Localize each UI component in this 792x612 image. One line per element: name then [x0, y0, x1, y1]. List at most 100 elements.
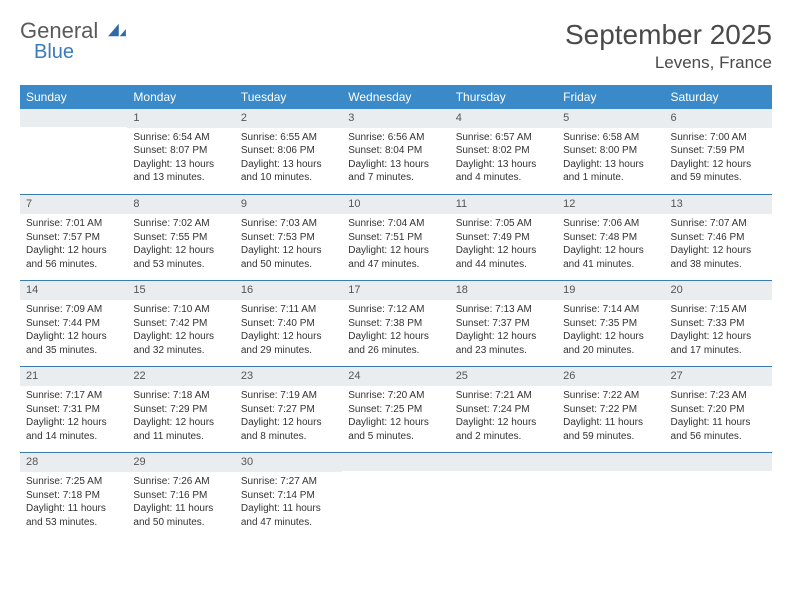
daylight-text: Daylight: 12 hours and 29 minutes. — [241, 330, 336, 357]
day-number: 12 — [557, 195, 664, 214]
day-number — [20, 109, 127, 127]
daylight-text: Daylight: 12 hours and 32 minutes. — [133, 330, 228, 357]
calendar-week-row: 7Sunrise: 7:01 AMSunset: 7:57 PMDaylight… — [20, 195, 772, 281]
day-details: Sunrise: 6:58 AMSunset: 8:00 PMDaylight:… — [557, 128, 664, 189]
sunset-text: Sunset: 7:49 PM — [456, 231, 551, 245]
calendar-cell: 2Sunrise: 6:55 AMSunset: 8:06 PMDaylight… — [235, 109, 342, 195]
day-number: 30 — [235, 453, 342, 472]
calendar-cell: 8Sunrise: 7:02 AMSunset: 7:55 PMDaylight… — [127, 195, 234, 281]
day-number — [665, 453, 772, 471]
sunset-text: Sunset: 7:20 PM — [671, 403, 766, 417]
day-details: Sunrise: 7:20 AMSunset: 7:25 PMDaylight:… — [342, 386, 449, 447]
day-details: Sunrise: 7:25 AMSunset: 7:18 PMDaylight:… — [20, 472, 127, 533]
day-details: Sunrise: 7:10 AMSunset: 7:42 PMDaylight:… — [127, 300, 234, 361]
daylight-text: Daylight: 12 hours and 59 minutes. — [671, 158, 766, 185]
daylight-text: Daylight: 12 hours and 2 minutes. — [456, 416, 551, 443]
day-details: Sunrise: 7:17 AMSunset: 7:31 PMDaylight:… — [20, 386, 127, 447]
sunrise-text: Sunrise: 7:14 AM — [563, 303, 658, 317]
sunset-text: Sunset: 7:38 PM — [348, 317, 443, 331]
sunset-text: Sunset: 7:33 PM — [671, 317, 766, 331]
daylight-text: Daylight: 13 hours and 7 minutes. — [348, 158, 443, 185]
sunrise-text: Sunrise: 7:03 AM — [241, 217, 336, 231]
day-header: Tuesday — [235, 85, 342, 109]
sunset-text: Sunset: 7:25 PM — [348, 403, 443, 417]
daylight-text: Daylight: 12 hours and 11 minutes. — [133, 416, 228, 443]
sunrise-text: Sunrise: 7:22 AM — [563, 389, 658, 403]
daylight-text: Daylight: 12 hours and 44 minutes. — [456, 244, 551, 271]
day-header: Saturday — [665, 85, 772, 109]
calendar-cell — [557, 453, 664, 539]
logo-sail-icon — [106, 20, 128, 42]
calendar-cell: 6Sunrise: 7:00 AMSunset: 7:59 PMDaylight… — [665, 109, 772, 195]
sunset-text: Sunset: 7:22 PM — [563, 403, 658, 417]
day-header: Monday — [127, 85, 234, 109]
calendar-cell: 17Sunrise: 7:12 AMSunset: 7:38 PMDayligh… — [342, 281, 449, 367]
daylight-text: Daylight: 11 hours and 59 minutes. — [563, 416, 658, 443]
sunset-text: Sunset: 7:48 PM — [563, 231, 658, 245]
daylight-text: Daylight: 13 hours and 10 minutes. — [241, 158, 336, 185]
day-number — [342, 453, 449, 471]
day-number: 1 — [127, 109, 234, 128]
day-details: Sunrise: 6:54 AMSunset: 8:07 PMDaylight:… — [127, 128, 234, 189]
calendar-cell: 12Sunrise: 7:06 AMSunset: 7:48 PMDayligh… — [557, 195, 664, 281]
calendar-cell: 1Sunrise: 6:54 AMSunset: 8:07 PMDaylight… — [127, 109, 234, 195]
day-number: 18 — [450, 281, 557, 300]
calendar-cell: 29Sunrise: 7:26 AMSunset: 7:16 PMDayligh… — [127, 453, 234, 539]
calendar-cell — [20, 109, 127, 195]
day-number: 10 — [342, 195, 449, 214]
day-details: Sunrise: 7:14 AMSunset: 7:35 PMDaylight:… — [557, 300, 664, 361]
sunrise-text: Sunrise: 7:27 AM — [241, 475, 336, 489]
sunset-text: Sunset: 7:35 PM — [563, 317, 658, 331]
calendar-cell: 23Sunrise: 7:19 AMSunset: 7:27 PMDayligh… — [235, 367, 342, 453]
day-number: 15 — [127, 281, 234, 300]
logo-line1: General — [20, 18, 98, 43]
sunset-text: Sunset: 8:02 PM — [456, 144, 551, 158]
calendar-cell: 11Sunrise: 7:05 AMSunset: 7:49 PMDayligh… — [450, 195, 557, 281]
sunrise-text: Sunrise: 6:55 AM — [241, 131, 336, 145]
logo-text: General Blue — [20, 20, 128, 62]
day-details: Sunrise: 6:55 AMSunset: 8:06 PMDaylight:… — [235, 128, 342, 189]
sunrise-text: Sunrise: 7:11 AM — [241, 303, 336, 317]
daylight-text: Daylight: 12 hours and 26 minutes. — [348, 330, 443, 357]
sunrise-text: Sunrise: 7:23 AM — [671, 389, 766, 403]
day-number: 27 — [665, 367, 772, 386]
sunrise-text: Sunrise: 7:01 AM — [26, 217, 121, 231]
calendar-week-row: 21Sunrise: 7:17 AMSunset: 7:31 PMDayligh… — [20, 367, 772, 453]
day-header: Thursday — [450, 85, 557, 109]
sunrise-text: Sunrise: 7:26 AM — [133, 475, 228, 489]
sunset-text: Sunset: 8:00 PM — [563, 144, 658, 158]
sunset-text: Sunset: 7:53 PM — [241, 231, 336, 245]
calendar-cell: 24Sunrise: 7:20 AMSunset: 7:25 PMDayligh… — [342, 367, 449, 453]
daylight-text: Daylight: 12 hours and 53 minutes. — [133, 244, 228, 271]
day-number: 2 — [235, 109, 342, 128]
daylight-text: Daylight: 12 hours and 47 minutes. — [348, 244, 443, 271]
day-number: 9 — [235, 195, 342, 214]
day-number: 7 — [20, 195, 127, 214]
calendar-table: Sunday Monday Tuesday Wednesday Thursday… — [20, 85, 772, 539]
sunset-text: Sunset: 7:40 PM — [241, 317, 336, 331]
day-number: 16 — [235, 281, 342, 300]
sunset-text: Sunset: 7:46 PM — [671, 231, 766, 245]
calendar-week-row: 28Sunrise: 7:25 AMSunset: 7:18 PMDayligh… — [20, 453, 772, 539]
calendar-cell: 7Sunrise: 7:01 AMSunset: 7:57 PMDaylight… — [20, 195, 127, 281]
daylight-text: Daylight: 12 hours and 5 minutes. — [348, 416, 443, 443]
title-block: September 2025 Levens, France — [565, 20, 772, 73]
day-details: Sunrise: 7:05 AMSunset: 7:49 PMDaylight:… — [450, 214, 557, 275]
sunrise-text: Sunrise: 7:07 AM — [671, 217, 766, 231]
day-details: Sunrise: 7:09 AMSunset: 7:44 PMDaylight:… — [20, 300, 127, 361]
sunrise-text: Sunrise: 7:12 AM — [348, 303, 443, 317]
sunrise-text: Sunrise: 7:17 AM — [26, 389, 121, 403]
calendar-cell: 28Sunrise: 7:25 AMSunset: 7:18 PMDayligh… — [20, 453, 127, 539]
daylight-text: Daylight: 12 hours and 20 minutes. — [563, 330, 658, 357]
calendar-cell: 10Sunrise: 7:04 AMSunset: 7:51 PMDayligh… — [342, 195, 449, 281]
day-number: 29 — [127, 453, 234, 472]
sunrise-text: Sunrise: 7:05 AM — [456, 217, 551, 231]
sunset-text: Sunset: 7:29 PM — [133, 403, 228, 417]
day-details: Sunrise: 7:15 AMSunset: 7:33 PMDaylight:… — [665, 300, 772, 361]
sunrise-text: Sunrise: 7:15 AM — [671, 303, 766, 317]
day-details: Sunrise: 7:11 AMSunset: 7:40 PMDaylight:… — [235, 300, 342, 361]
day-number: 25 — [450, 367, 557, 386]
daylight-text: Daylight: 11 hours and 56 minutes. — [671, 416, 766, 443]
location-label: Levens, France — [565, 53, 772, 73]
calendar-cell: 15Sunrise: 7:10 AMSunset: 7:42 PMDayligh… — [127, 281, 234, 367]
